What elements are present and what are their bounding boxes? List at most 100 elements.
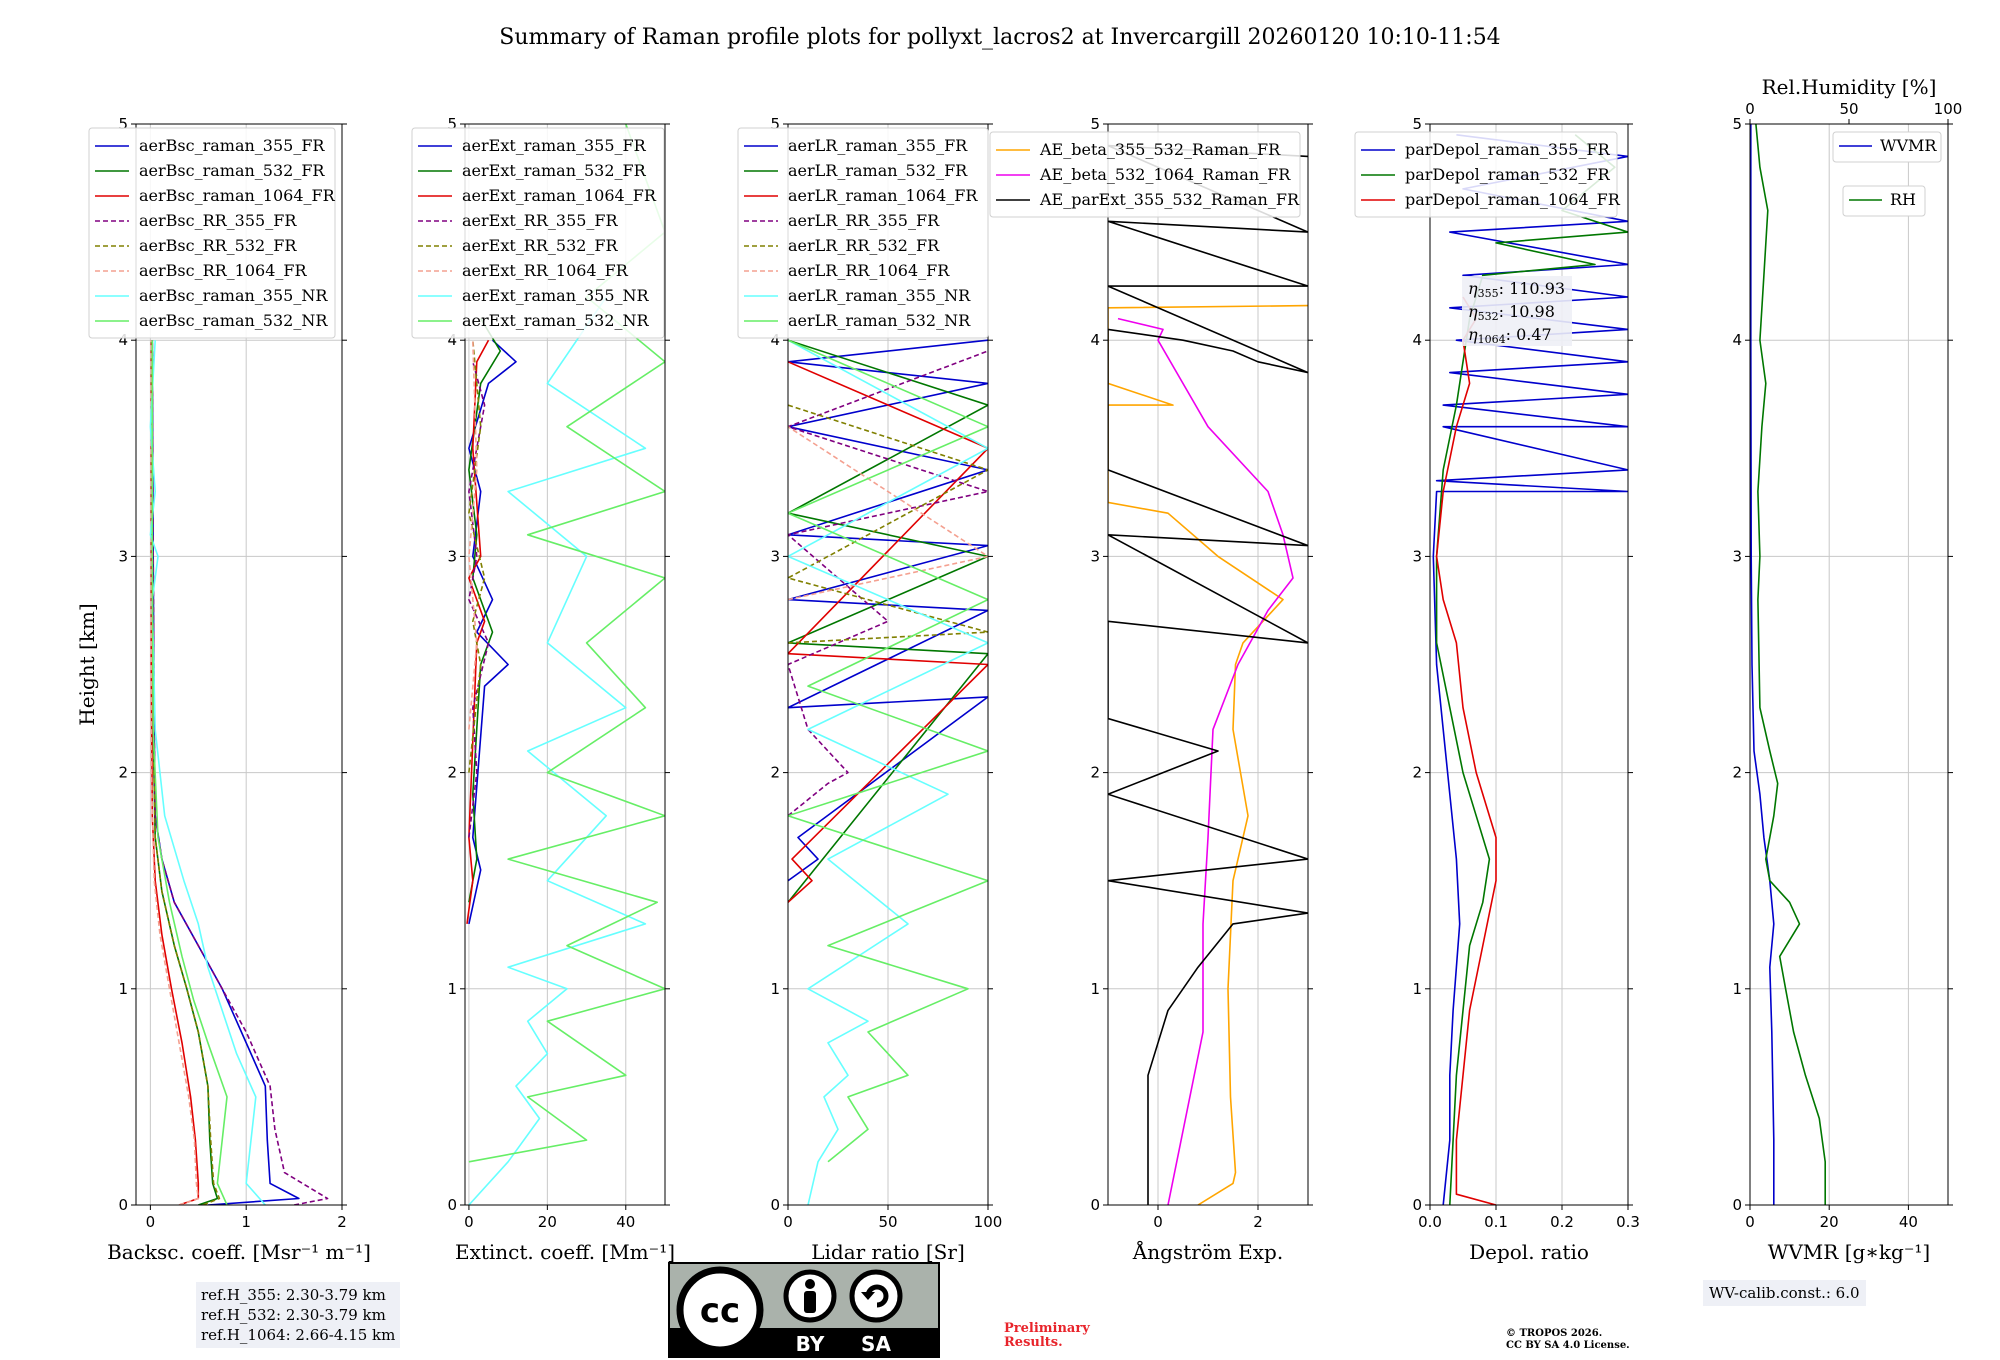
legend-entry: parDepol_raman_532_FR <box>1405 165 1611 184</box>
legend-entry: aerExt_raman_355_FR <box>462 136 647 155</box>
copyright-line-1: © TROPOS 2026. <box>1506 1328 1603 1339</box>
legend: parDepol_raman_355_FR parDepol_raman_532_… <box>1354 131 1621 218</box>
preliminary-line-1: Preliminary <box>1004 1321 1090 1336</box>
ref-h-1064: ref.H_1064: 2.66-4.15 km <box>201 1326 396 1344</box>
legend: AE_beta_355_532_Raman_FR AE_beta_532_1064… <box>989 131 1301 218</box>
x-tick-label: 100 <box>974 1213 1003 1231</box>
x-tick-label: 50 <box>878 1213 897 1231</box>
x-tick-label: 0 <box>1153 1213 1163 1231</box>
plot-frame <box>1429 123 1629 1206</box>
eta-eta355: η355: 110.93 <box>1468 279 1565 300</box>
eta-box <box>1462 276 1572 346</box>
legend-entry: aerBsc_raman_532_NR <box>139 311 328 330</box>
eta-symbol: η <box>1468 325 1478 344</box>
legend-entry: aerLR_raman_355_NR <box>788 286 971 305</box>
cc-icon <box>676 1266 764 1354</box>
series-line-RH <box>1755 124 1826 1205</box>
legend-box <box>411 127 665 339</box>
cc-by-sa-badge: cc BY SA <box>668 1262 940 1358</box>
series-line-aerLR_raman_355_FR <box>788 339 988 882</box>
legend-entry: aerExt_raman_355_NR <box>462 286 650 305</box>
by-person-head <box>805 1279 815 1289</box>
y-tick-label: 0 <box>447 1196 457 1214</box>
legend: aerBsc_raman_355_FR aerBsc_raman_532_FRae… <box>88 127 336 339</box>
series-line-aerBsc_RR_532_FR <box>150 340 221 1205</box>
x2-tick-label: 100 <box>1934 100 1963 118</box>
ref-h-532: ref.H_532: 2.30-3.79 km <box>201 1306 386 1324</box>
x-tick-label: 0 <box>1745 1213 1755 1231</box>
cc-icon-text: cc <box>700 1291 740 1331</box>
y-tick-label: 3 <box>447 547 457 565</box>
legend-entry: aerBsc_raman_355_NR <box>139 286 328 305</box>
legend-entry: parDepol_raman_1064_FR <box>1405 190 1621 209</box>
y-tick-label: 5 <box>1412 115 1422 133</box>
sa-arrow-icon <box>865 1284 889 1308</box>
legend: aerExt_raman_355_FR aerExt_raman_532_FRae… <box>411 127 665 339</box>
x-axis-label: Backsc. coeff. [Msr⁻¹ m⁻¹] <box>107 1240 371 1264</box>
y-tick-label: 3 <box>770 547 780 565</box>
series-line-parDepol_raman_355_FR <box>1432 134 1628 1205</box>
y-tick-label: 0 <box>118 1196 128 1214</box>
reference-height-box: ref.H_355: 2.30-3.79 km ref.H_532: 2.30-… <box>196 1282 401 1348</box>
panel-ext: 0 20 40 0 1 2 3 4 5 Extinct. coeff. [Mm⁻¹] aerExt_… <box>411 115 675 1264</box>
x-tick-label: 0.2 <box>1550 1213 1574 1231</box>
y-tick-label: 0 <box>1090 1196 1100 1214</box>
series-line-aerBsc_raman_1064_FR <box>150 340 200 1205</box>
series-group <box>788 339 988 1205</box>
eta-value: : 0.47 <box>1506 325 1552 344</box>
preliminary-results-note: Preliminary Results. <box>1004 1322 1090 1350</box>
eta-eta532: η532: 10.98 <box>1468 302 1555 323</box>
legend-entry: aerExt_raman_1064_FR <box>462 186 657 205</box>
y-tick-label: 3 <box>1090 547 1100 565</box>
plot-frame <box>1107 123 1309 1206</box>
y-tick-label: 0 <box>1412 1196 1422 1214</box>
series-line-aerExt_RR_1064_FR <box>468 340 478 730</box>
x-tick-label: 1 <box>241 1213 251 1231</box>
legend-entry: aerLR_raman_355_FR <box>788 136 968 155</box>
legend-box <box>1832 131 1942 163</box>
legend: aerLR_raman_355_FR aerLR_raman_532_FR aerL… <box>737 127 989 339</box>
series-line-aerLR_RR_532_FR <box>788 404 988 644</box>
plot-frame <box>1749 123 1949 1206</box>
series-line-WVMR <box>1750 124 1775 1205</box>
x-tick-label: 0.0 <box>1418 1213 1442 1231</box>
y-tick-label: 4 <box>118 331 128 349</box>
x-tick-label: 0 <box>146 1213 156 1231</box>
series-line-AE_beta_355_532_Raman_FR <box>1108 304 1308 1205</box>
legend-entry: parDepol_raman_355_FR <box>1405 140 1611 159</box>
legend-entry: aerBsc_RR_355_FR <box>139 211 297 230</box>
x-tick-label: 20 <box>1820 1213 1839 1231</box>
y-tick-label: 1 <box>1090 980 1100 998</box>
legend-entry: aerLR_RR_355_FR <box>788 211 940 230</box>
legend-entry: aerExt_raman_532_FR <box>462 161 647 180</box>
legend-entry: aerBsc_raman_532_FR <box>139 161 325 180</box>
y-tick-label: 3 <box>118 547 128 565</box>
legend-entry: WVMR <box>1880 136 1937 155</box>
x2-axis-label: Rel.Humidity [%] <box>1762 75 1937 99</box>
eta-eta1064: η1064: 0.47 <box>1468 325 1552 346</box>
legend-entry: aerBsc_raman_1064_FR <box>139 186 336 205</box>
legend-box <box>88 127 336 339</box>
preliminary-line-2: Results. <box>1004 1335 1063 1350</box>
y-tick-label: 2 <box>1412 764 1422 782</box>
x-tick-label: 2 <box>337 1213 347 1231</box>
y-tick-label: 3 <box>1732 547 1742 565</box>
series-line-aerLR_raman_355_NR <box>788 339 988 1205</box>
y-tick-label: 1 <box>1732 980 1742 998</box>
y-tick-label: 2 <box>770 764 780 782</box>
series-line-aerBsc_raman_532_NR <box>151 340 228 1205</box>
y-tick-label: 2 <box>1732 764 1742 782</box>
plot-frame <box>464 123 666 1206</box>
series-line-aerLR_raman_1064_FR <box>788 361 988 903</box>
x-tick-label: 40 <box>1899 1213 1918 1231</box>
ref-h-355: ref.H_355: 2.30-3.79 km <box>201 1286 386 1304</box>
y-tick-label: 2 <box>447 764 457 782</box>
sa-icon <box>849 1269 903 1323</box>
legend-entry: AE_beta_532_1064_Raman_FR <box>1039 165 1291 184</box>
x-axis-label: Depol. ratio <box>1469 1240 1589 1264</box>
y-tick-label: 2 <box>118 764 128 782</box>
copyright-line-2: CC BY SA 4.0 License. <box>1506 1340 1630 1351</box>
legend-box <box>989 131 1301 218</box>
